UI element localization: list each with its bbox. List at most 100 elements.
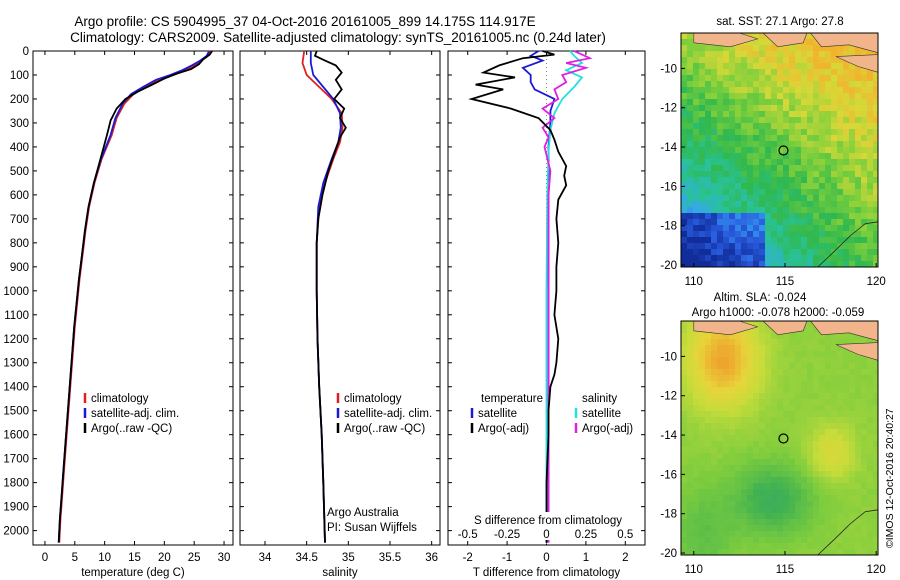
legend-title-temperature: temperature [481, 393, 543, 405]
bathymetry-contour [817, 509, 879, 556]
x-tick-label: 15 [128, 552, 141, 564]
map-cells [681, 321, 879, 556]
s-tick-label: 0.25 [575, 529, 597, 541]
lat-tick-label: -12 [660, 103, 677, 115]
map-frame [680, 32, 879, 268]
x-tick-label: 34.5 [295, 552, 317, 564]
series-line-argo [313, 50, 347, 543]
s-scale-backdrop [464, 512, 636, 540]
legend-label: climatology [91, 393, 149, 405]
depth-tick-label: 1400 [3, 382, 29, 394]
salinity-panel: 34 34.5 35 35.5 36 salinity climatology satelli… [239, 50, 441, 579]
sla-map-title: Altim. SLA: -0.024 [714, 292, 807, 304]
lon-tick-label: 120 [867, 276, 886, 288]
x-tick-label: 36 [425, 552, 438, 564]
legend-label: Argo(..raw -QC) [91, 423, 172, 435]
depth-tick-label: 700 [10, 214, 29, 226]
depth-tick-label: 1700 [3, 454, 29, 466]
lon-tick-label: 110 [685, 276, 703, 288]
depth-tick-label: 800 [10, 238, 29, 250]
x-tick-label: 25 [188, 552, 201, 564]
depth-tick-label: 900 [10, 262, 29, 274]
depth-tick-label: 400 [10, 142, 29, 154]
argo-position-marker [778, 145, 789, 156]
lat-tick-label: -16 [660, 469, 677, 481]
lon-tick-label: 120 [867, 564, 886, 576]
lat-tick-label: -14 [660, 142, 677, 154]
depth-tick-label: 600 [10, 190, 29, 202]
sla-map-subtitle: Argo h1000: -0.078 h2000: -0.059 [692, 307, 865, 319]
figure-title-line2: Climatology: CARS2009. Satellite-adjuste… [70, 30, 606, 45]
temperature-panel: 0100200300400500600700800900100011001200… [3, 46, 234, 579]
plot-frame [32, 50, 234, 546]
x-tick-label: 10 [98, 552, 111, 564]
imos-timestamp: ©IMOS 12-Oct-2016 20:40:27 [884, 408, 896, 548]
x-tick-label: 20 [158, 552, 171, 564]
lat-tick-label: -20 [660, 548, 677, 560]
lat-tick-label: -18 [660, 509, 677, 521]
x-tick-label: -1 [502, 552, 512, 564]
annotation-line1: Argo Australia [327, 507, 399, 519]
legend-label: satellite-adj. clim. [91, 408, 179, 420]
depth-tick-label: 1200 [3, 334, 29, 346]
x-tick-label: -2 [463, 552, 473, 564]
sla-map-panel: -10 -12 -14 -16 -18 -20 110 115 120 Altim. SLA: -… [660, 292, 885, 576]
depth-tick-label: 1600 [3, 430, 29, 442]
s-tick-label: 0.5 [617, 529, 633, 541]
legend-label: Argo(-adj) [582, 423, 633, 435]
legend-label: climatology [344, 393, 402, 405]
lat-tick-label: -18 [660, 221, 677, 233]
series-line-argo [57, 50, 213, 543]
argo-position-marker [778, 433, 789, 444]
depth-tick-label: 1900 [3, 502, 29, 514]
x-axis-label: temperature (deg C) [81, 567, 185, 579]
x-axis-label: T difference from climatology [473, 567, 620, 579]
x-tick-label: 35 [342, 552, 355, 564]
x-tick-label: 34 [259, 552, 272, 564]
map-cells [681, 33, 879, 268]
annotation-line2: PI: Susan Wijffels [327, 522, 417, 534]
legend-label: satellite-adj. clim. [344, 408, 432, 420]
lon-tick-label: 115 [776, 564, 794, 576]
plot-frame [239, 50, 441, 546]
legend-label: satellite [582, 408, 621, 420]
s-tick-label: -0.25 [494, 529, 520, 541]
x-tick-label: 30 [218, 552, 231, 564]
lat-tick-label: -10 [660, 63, 677, 75]
depth-tick-label: 1300 [3, 358, 29, 370]
lat-tick-label: -14 [660, 430, 677, 442]
sst-map-panel: -10 -12 -14 -16 -18 -20 110 115 120 sat. SST: 27.… [660, 16, 885, 288]
lat-tick-label: -10 [660, 351, 677, 363]
depth-tick-label: 2000 [3, 526, 29, 538]
lat-tick-label: -16 [660, 181, 677, 193]
s-tick-label: 0 [543, 529, 549, 541]
x-axis-label: salinity [322, 567, 357, 579]
depth-tick-label: 300 [10, 118, 29, 130]
x-tick-label: 2 [622, 552, 628, 564]
series-line-T-argo [468, 50, 568, 543]
lon-tick-label: 110 [685, 564, 703, 576]
s-tick-label: -0.5 [458, 529, 478, 541]
legend-title-salinity: salinity [582, 393, 617, 405]
depth-tick-label: 100 [10, 70, 29, 82]
sst-map-title: sat. SST: 27.1 Argo: 27.8 [716, 16, 843, 28]
map-frame [680, 320, 879, 556]
x-tick-label: 1 [583, 552, 589, 564]
x-tick-label: 5 [72, 552, 78, 564]
series-line-S-argo [541, 50, 593, 543]
legend-label: satellite [478, 408, 517, 420]
depth-tick-label: 0 [23, 46, 29, 58]
legend-label: Argo(-adj) [478, 423, 529, 435]
x-tick-label: 0 [543, 552, 549, 564]
x-tick-label: 35.5 [379, 552, 401, 564]
legend-label: Argo(..raw -QC) [344, 423, 425, 435]
bathymetry-contour [817, 221, 879, 268]
depth-tick-label: 1800 [3, 478, 29, 490]
lat-tick-label: -12 [660, 391, 677, 403]
depth-tick-label: 500 [10, 166, 29, 178]
depth-tick-label: 1100 [4, 310, 29, 322]
lon-tick-label: 115 [776, 276, 794, 288]
figure-title-line1: Argo profile: CS 5904995_37 04-Oct-2016 … [74, 14, 535, 29]
depth-tick-label: 1500 [3, 406, 29, 418]
